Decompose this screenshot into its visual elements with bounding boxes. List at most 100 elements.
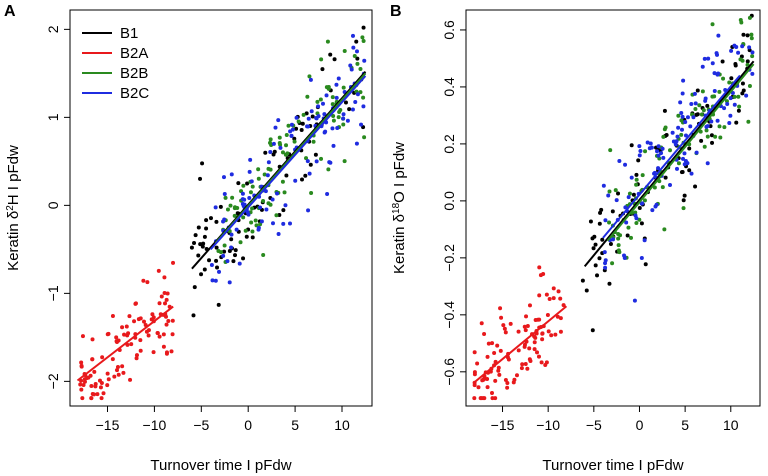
point-b2a — [120, 325, 125, 330]
point-b2a — [553, 332, 558, 337]
point-b1 — [196, 225, 201, 230]
point-b1 — [740, 81, 745, 86]
point-b2a — [156, 268, 161, 273]
point-b1 — [631, 192, 636, 197]
point-b2c — [248, 157, 253, 162]
point-b1 — [687, 168, 692, 173]
point-b2c — [249, 179, 254, 184]
point-b2b — [634, 182, 639, 187]
point-b2a — [81, 382, 86, 387]
point-b2a — [498, 348, 503, 353]
point-b1 — [597, 221, 602, 226]
point-b2b — [268, 137, 273, 142]
point-b2c — [213, 205, 218, 210]
point-b2b — [241, 215, 246, 220]
point-b2b — [274, 213, 279, 218]
y-tick-label: 2 — [45, 25, 61, 33]
fit-line-b2c — [602, 74, 741, 239]
point-b2c — [680, 91, 685, 96]
point-b2b — [336, 115, 341, 120]
point-b2c — [688, 124, 693, 129]
point-b2a — [503, 330, 508, 335]
point-b1 — [705, 103, 710, 108]
point-b2a — [146, 333, 151, 338]
point-b2a — [558, 316, 563, 321]
point-b2a — [545, 313, 550, 318]
point-b2c — [234, 227, 239, 232]
point-b2b — [738, 18, 743, 23]
point-b2b — [243, 228, 248, 233]
point-b1 — [680, 170, 685, 175]
point-b2a — [485, 354, 490, 359]
point-b2a — [145, 280, 150, 285]
point-b1 — [277, 212, 282, 217]
point-b2a — [486, 341, 491, 346]
point-b1 — [741, 32, 746, 37]
point-b2c — [331, 143, 336, 148]
point-b2b — [607, 220, 612, 225]
point-b2c — [334, 82, 339, 87]
point-b2b — [616, 243, 621, 248]
point-b2c — [626, 195, 631, 200]
point-b2b — [326, 167, 331, 172]
point-b2a — [551, 286, 556, 291]
point-b2c — [350, 107, 355, 112]
point-b2a — [558, 296, 563, 301]
point-b1 — [636, 158, 641, 163]
point-b2b — [331, 114, 336, 119]
point-b2c — [217, 269, 222, 274]
point-b2a — [544, 292, 549, 297]
point-b2c — [362, 58, 367, 63]
point-b2b — [256, 176, 261, 181]
point-b2b — [277, 135, 282, 140]
point-b1 — [639, 221, 644, 226]
point-b2a — [80, 334, 85, 339]
y-tick-label: 1 — [45, 113, 61, 121]
point-b2b — [704, 128, 709, 133]
point-b2c — [271, 141, 276, 146]
point-b2b — [278, 142, 283, 147]
point-b2a — [115, 365, 120, 370]
point-b2a — [492, 350, 497, 355]
point-b2b — [749, 32, 754, 37]
point-b1 — [593, 242, 598, 247]
point-b1 — [204, 218, 209, 223]
point-b2a — [485, 377, 490, 382]
point-b2c — [650, 208, 655, 213]
point-b2c — [678, 100, 683, 105]
point-b2b — [280, 179, 285, 184]
point-b2c — [270, 221, 275, 226]
point-b1 — [303, 173, 308, 178]
point-b1 — [193, 233, 198, 238]
point-b2b — [749, 36, 754, 41]
point-b1 — [201, 241, 206, 246]
point-b2c — [750, 50, 755, 55]
point-b2a — [505, 385, 510, 390]
point-b1 — [595, 273, 600, 278]
point-b2b — [627, 191, 632, 196]
point-b1 — [244, 234, 249, 239]
point-b2c — [732, 102, 737, 107]
point-b2c — [640, 201, 645, 206]
point-b2b — [266, 201, 271, 206]
point-b1 — [204, 226, 209, 231]
point-b2c — [728, 113, 733, 118]
point-b2b — [284, 143, 289, 148]
point-b2a — [544, 360, 549, 365]
y-tick-label: −0.4 — [441, 301, 457, 329]
point-b1 — [202, 234, 207, 239]
y-tick-label: −2 — [45, 373, 61, 389]
point-b1 — [191, 313, 196, 318]
point-b2b — [662, 127, 667, 132]
point-b2c — [670, 130, 675, 135]
point-b2c — [283, 203, 288, 208]
point-b2a — [536, 354, 541, 359]
point-b2b — [307, 74, 312, 79]
point-b2c — [715, 118, 720, 123]
point-b2a — [114, 339, 119, 344]
point-b2c — [706, 56, 711, 61]
point-b2c — [354, 141, 359, 146]
point-b2b — [642, 198, 647, 203]
x-tick-label: −5 — [193, 417, 209, 433]
